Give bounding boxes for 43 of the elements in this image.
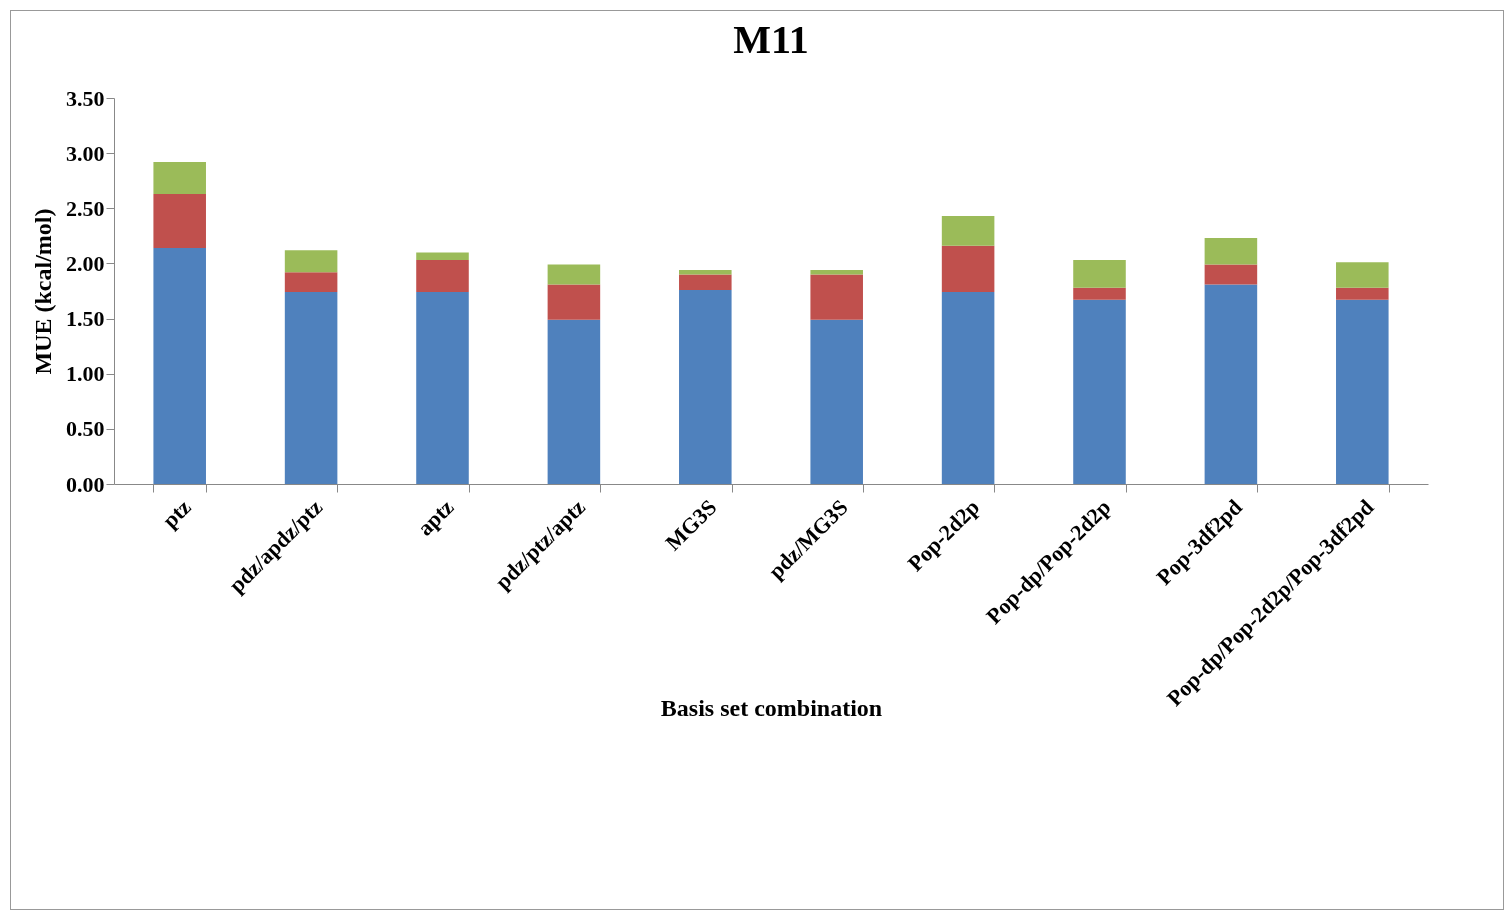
bar bbox=[416, 260, 469, 293]
bar bbox=[1204, 264, 1258, 285]
x-axis-title: Basis set combination bbox=[660, 694, 883, 721]
bar bbox=[153, 161, 206, 194]
bar bbox=[679, 274, 732, 290]
x-tick-label: aptz bbox=[412, 494, 459, 541]
bar bbox=[679, 289, 732, 484]
bar bbox=[416, 252, 469, 261]
bar bbox=[547, 264, 601, 285]
bar bbox=[810, 274, 863, 320]
bar bbox=[153, 193, 206, 248]
bar bbox=[1204, 284, 1258, 484]
bar bbox=[284, 250, 338, 273]
x-tick-label: ptz bbox=[157, 494, 196, 533]
bar bbox=[1336, 299, 1389, 484]
bar bbox=[679, 270, 732, 275]
y-tick-label: 0.00 bbox=[66, 471, 105, 497]
y-tick-label: 0.50 bbox=[66, 416, 105, 442]
y-axis-title: MUE (kcal/mol) bbox=[30, 208, 56, 375]
y-tick-label: 3.00 bbox=[66, 140, 105, 166]
bar bbox=[284, 272, 338, 293]
bar bbox=[810, 319, 863, 484]
bar bbox=[284, 292, 338, 484]
bar bbox=[1073, 260, 1126, 288]
bar bbox=[547, 284, 601, 320]
y-tick-label: 2.50 bbox=[66, 195, 105, 221]
bar bbox=[810, 270, 863, 275]
chart-title: M11 bbox=[733, 17, 809, 62]
bar bbox=[416, 292, 469, 484]
bar bbox=[1073, 287, 1126, 300]
bar bbox=[1204, 238, 1258, 265]
bar bbox=[1336, 287, 1389, 300]
y-tick-label: 3.50 bbox=[66, 85, 105, 111]
bar bbox=[941, 292, 995, 484]
y-tick-label: 1.50 bbox=[66, 306, 105, 332]
bar bbox=[153, 247, 206, 484]
bar bbox=[941, 245, 995, 293]
bar bbox=[1336, 262, 1389, 288]
bar bbox=[941, 216, 995, 246]
y-tick-label: 2.00 bbox=[66, 250, 105, 276]
bar bbox=[1073, 299, 1126, 484]
bar bbox=[547, 319, 601, 484]
y-tick-label: 1.00 bbox=[66, 361, 105, 387]
